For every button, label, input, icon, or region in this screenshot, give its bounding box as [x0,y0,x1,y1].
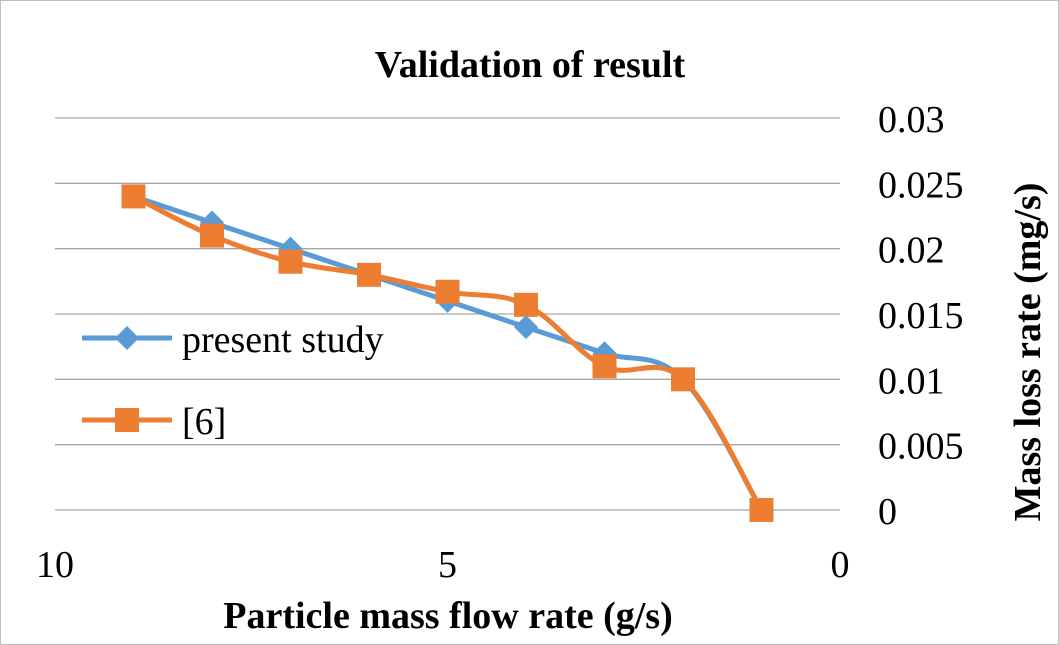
legend-item: [6] [82,401,226,443]
y-tick-label: 0.005 [878,426,964,468]
x-axis-ticks: 10 5 0 [36,544,850,586]
series-layer [121,184,774,522]
legend-item: present study [82,319,384,361]
data-point [514,292,538,317]
data-point [592,354,617,379]
data-point [121,184,146,209]
data-point [200,223,224,248]
x-axis-label: Particle mass flow rate (g/s) [223,595,673,637]
data-point [435,279,460,304]
data-point [357,262,381,287]
y-axis-label: Mass loss rate (mg/s) [1007,183,1049,522]
y-tick-label: 0.03 [878,99,945,141]
data-point [671,367,695,392]
data-point [749,498,774,522]
chart-title: Validation of result [375,44,686,86]
y-tick-label: 0.015 [878,295,964,337]
legend: present study [6] [82,319,384,443]
y-axis-ticks: 0.03 0.025 0.02 0.015 0.01 0.005 0 [878,99,964,533]
x-tick-label: 0 [831,544,850,586]
series-2 [121,184,774,522]
x-tick-label: 10 [36,544,74,586]
legend-label: [6] [182,401,226,443]
y-tick-label: 0 [878,491,897,533]
x-tick-label: 5 [438,544,457,586]
y-tick-label: 0.01 [878,360,945,402]
data-point [514,315,538,340]
y-tick-label: 0.025 [878,164,964,206]
legend-marker [115,326,139,350]
y-tick-label: 0.02 [878,230,945,272]
gridlines [55,117,840,511]
legend-label: present study [182,319,384,361]
legend-marker [115,408,139,432]
data-point [278,249,303,274]
